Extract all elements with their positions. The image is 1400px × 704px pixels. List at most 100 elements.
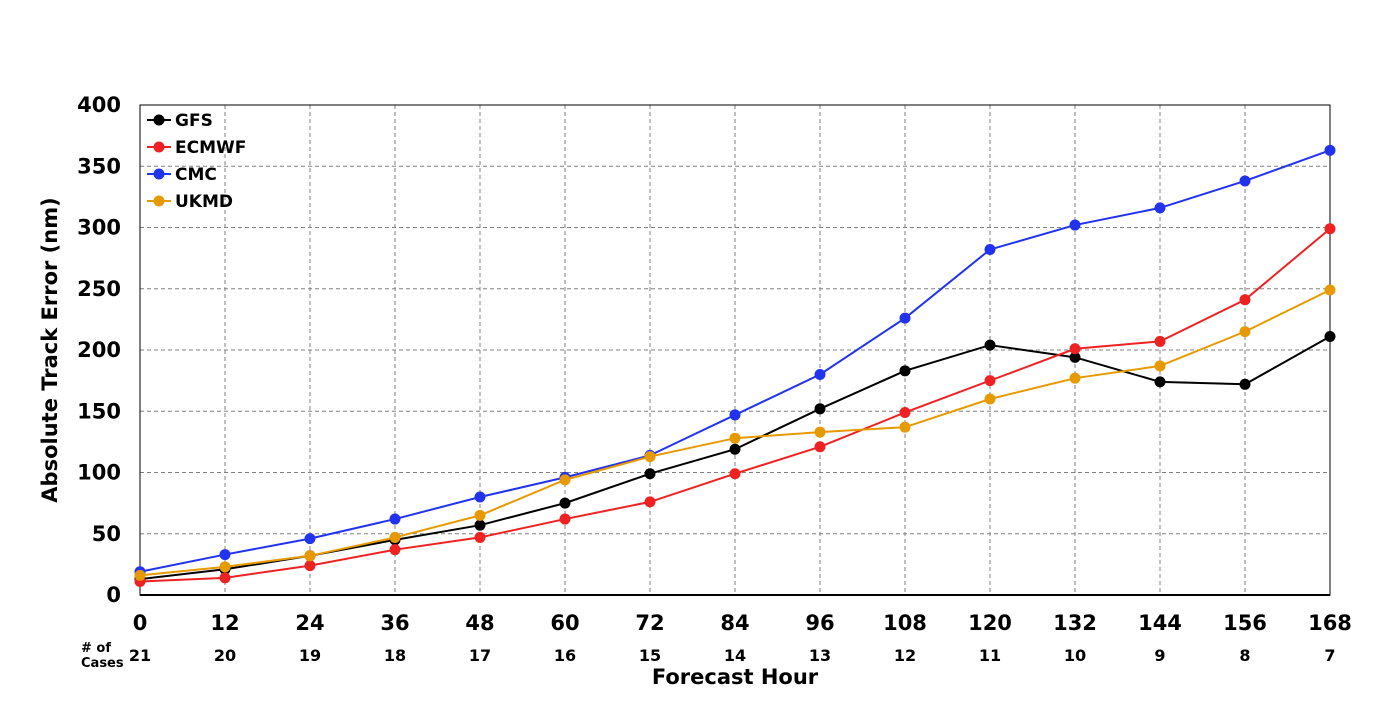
case-count: 18	[384, 646, 406, 665]
data-point	[729, 432, 741, 444]
y-tick-label: 250	[77, 277, 121, 301]
data-point	[644, 451, 656, 463]
data-point	[1324, 284, 1336, 296]
data-point	[474, 531, 486, 543]
x-tick-label: 48	[465, 611, 494, 635]
x-tick-labels: 0 12 24 36 48 60 72 84 96 108 120 132 144 156 168	[133, 611, 1352, 635]
case-count: 16	[554, 646, 576, 665]
data-point	[559, 513, 571, 525]
data-point	[644, 496, 656, 508]
data-point	[984, 339, 996, 351]
data-point	[389, 544, 401, 556]
data-point	[1324, 223, 1336, 235]
data-point	[984, 244, 996, 256]
data-point	[559, 474, 571, 486]
data-point	[219, 561, 231, 573]
series-ecmwf	[134, 223, 1336, 588]
y-tick-label: 400	[77, 93, 121, 117]
data-point	[474, 491, 486, 503]
legend-marker	[153, 195, 165, 207]
case-count: 7	[1324, 646, 1335, 665]
case-count: 9	[1154, 646, 1165, 665]
data-point	[1154, 202, 1166, 214]
y-tick-label: 200	[77, 338, 121, 362]
legend-item-gfs: GFS	[147, 111, 213, 131]
data-point	[814, 441, 826, 453]
data-point	[304, 533, 316, 545]
data-point	[1069, 372, 1081, 384]
case-count: 15	[639, 646, 661, 665]
data-point	[304, 560, 316, 572]
data-point	[1239, 326, 1251, 338]
y-tick-label: 150	[77, 399, 121, 423]
cases-label: # of Cases	[81, 641, 124, 671]
data-point	[474, 519, 486, 531]
cases-row: 21 20 19 18 17 16 15 14 13 12 11 10 9 8 7	[129, 646, 1336, 665]
data-point	[899, 312, 911, 324]
data-point	[899, 421, 911, 433]
data-point	[389, 513, 401, 525]
data-point	[1324, 331, 1336, 343]
x-tick-label: 60	[550, 611, 579, 635]
legend-marker	[153, 114, 165, 126]
x-tick-label: 168	[1308, 611, 1352, 635]
x-axis-title: Forecast Hour	[652, 665, 819, 689]
data-point	[1324, 144, 1336, 156]
x-tick-label: 132	[1053, 611, 1097, 635]
x-tick-label: 12	[210, 611, 239, 635]
data-point	[1069, 343, 1081, 355]
data-point	[729, 443, 741, 455]
data-point	[814, 403, 826, 415]
data-point	[1239, 175, 1251, 187]
y-tick-label: 50	[92, 522, 121, 546]
data-point	[1069, 219, 1081, 231]
legend-item-ecmwf: ECMWF	[147, 138, 246, 158]
grid	[140, 105, 1330, 595]
case-count: 11	[979, 646, 1001, 665]
case-count: 20	[214, 646, 236, 665]
y-tick-label: 300	[77, 216, 121, 240]
series-ukmd	[134, 284, 1336, 581]
x-tick-label: 96	[805, 611, 834, 635]
y-tick-label: 350	[77, 154, 121, 178]
data-point	[984, 375, 996, 387]
x-tick-label: 72	[635, 611, 664, 635]
cases-label-line: Cases	[81, 656, 124, 671]
data-point	[219, 572, 231, 584]
legend-label: UKMD	[175, 192, 233, 212]
data-point	[899, 365, 911, 377]
data-point	[389, 531, 401, 543]
y-tick-label: 100	[77, 461, 121, 485]
case-count: 21	[129, 646, 151, 665]
data-point	[219, 549, 231, 561]
case-count: 12	[894, 646, 916, 665]
data-point	[729, 468, 741, 480]
data-point	[559, 497, 571, 509]
y-axis-title: Absolute Track Error (nm)	[38, 197, 62, 502]
case-count: 19	[299, 646, 321, 665]
legend-label: ECMWF	[175, 138, 246, 158]
x-tick-label: 84	[720, 611, 749, 635]
legend-label: CMC	[175, 165, 217, 185]
case-count: 14	[724, 646, 746, 665]
legend: GFS ECMWF CMC UKMD	[147, 111, 246, 212]
x-tick-label: 108	[883, 611, 927, 635]
data-point	[814, 426, 826, 438]
case-count: 13	[809, 646, 831, 665]
x-tick-label: 156	[1223, 611, 1267, 635]
data-point	[1239, 378, 1251, 390]
legend-marker	[153, 141, 165, 153]
x-tick-label: 144	[1138, 611, 1182, 635]
y-tick-labels: 0 50 100 150 200 250 300 350 400	[77, 93, 121, 607]
data-point	[644, 468, 656, 480]
legend-item-ukmd: UKMD	[147, 192, 233, 212]
case-count: 8	[1239, 646, 1250, 665]
data-point	[134, 569, 146, 581]
data-point	[899, 406, 911, 418]
data-point	[304, 550, 316, 562]
case-count: 17	[469, 646, 491, 665]
data-point	[474, 509, 486, 521]
x-tick-label: 36	[380, 611, 409, 635]
x-tick-label: 0	[133, 611, 148, 635]
